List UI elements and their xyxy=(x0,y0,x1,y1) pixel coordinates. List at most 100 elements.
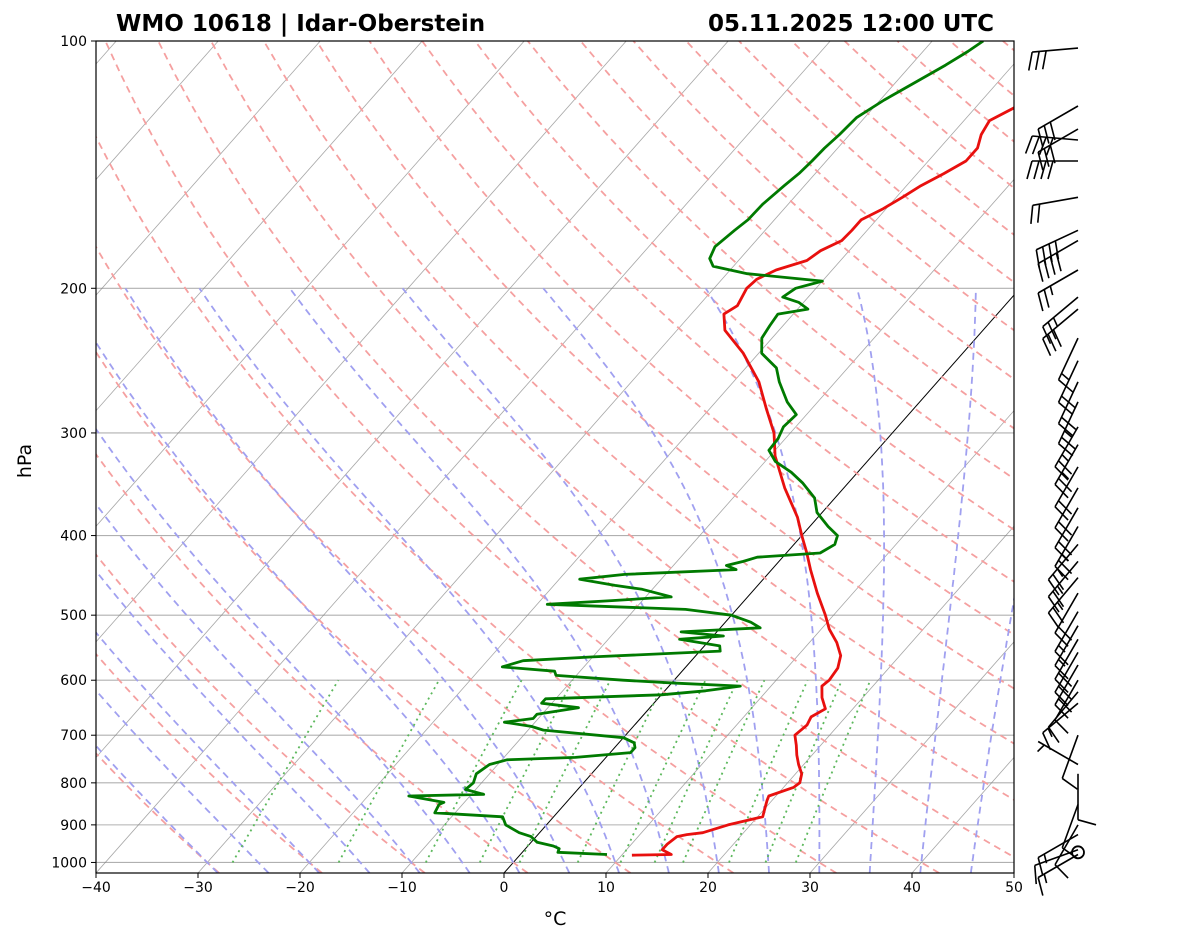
wind-barb xyxy=(1047,560,1079,613)
dry-adiabat-line xyxy=(263,41,1014,745)
dry-adiabat-line xyxy=(96,135,837,873)
dry-adiabat-line xyxy=(96,350,632,873)
wind-barb xyxy=(1037,833,1079,876)
dry-adiabat-line xyxy=(96,245,734,873)
dry-adiabat-line xyxy=(96,652,323,873)
y-tick-label: 600 xyxy=(60,673,87,689)
moist-adiabat-line xyxy=(919,288,977,873)
isotherm-line xyxy=(96,41,423,412)
y-axis-label: hPa xyxy=(14,444,36,478)
x-tick-label: −20 xyxy=(285,880,315,896)
isotherm-line xyxy=(809,641,1014,873)
wind-barb xyxy=(1054,652,1079,707)
wind-barb xyxy=(1054,638,1079,694)
wind-barb xyxy=(1061,734,1079,790)
wind-barb xyxy=(1054,611,1079,666)
wind-barb xyxy=(1054,466,1079,521)
wind-barb xyxy=(1054,487,1079,542)
wind-barb xyxy=(1026,160,1078,180)
y-tick-label: 700 xyxy=(60,728,87,744)
mixing-ratio-line xyxy=(794,679,872,863)
wind-barb xyxy=(1054,625,1079,680)
isotherm-line xyxy=(96,41,321,296)
dewpoint-profile xyxy=(407,41,984,856)
wind-barb xyxy=(1047,577,1079,629)
wind-barb xyxy=(1042,308,1079,357)
moist-adiabat-line xyxy=(704,287,821,873)
wind-barb xyxy=(1054,592,1079,647)
moist-adiabat-line xyxy=(970,594,1014,873)
x-tick-label: 50 xyxy=(1005,880,1023,896)
isotherm-line xyxy=(605,410,1014,873)
wind-barb xyxy=(1057,337,1079,393)
isotherm-line xyxy=(707,525,1014,873)
axes: −40 −30 −20 −10 0 10 20 30 40 50 1000 900 800 700 600 5… xyxy=(51,34,1023,896)
mixing-ratio-line xyxy=(728,679,809,863)
zero-isotherm-line xyxy=(503,294,1014,873)
wind-barb xyxy=(1077,773,1097,826)
wind-barb xyxy=(1042,702,1079,751)
moist-adiabat-line xyxy=(198,287,620,873)
y-tick-label: 1000 xyxy=(51,855,87,871)
y-tick-label: 200 xyxy=(60,281,87,297)
isotherm-line xyxy=(0,41,14,873)
wind-barb xyxy=(1037,269,1079,312)
dry-adiabat-line xyxy=(527,41,1014,480)
x-tick-label: 10 xyxy=(597,880,615,896)
dry-adiabat-line xyxy=(210,41,1014,801)
wind-barb xyxy=(1054,679,1079,734)
wind-barb xyxy=(1035,229,1079,269)
x-tick-label: −30 xyxy=(183,880,213,896)
moist-adiabat-line xyxy=(96,427,471,873)
wind-barb xyxy=(1054,664,1079,719)
x-tick-label: 40 xyxy=(903,880,921,896)
x-tick-label: 30 xyxy=(801,880,819,896)
mixing-ratio-line xyxy=(764,679,843,863)
x-tick-label: −40 xyxy=(81,880,111,896)
wind-barb xyxy=(1054,444,1079,499)
wind-barb xyxy=(1057,360,1079,416)
wind-barb xyxy=(1027,47,1079,71)
y-tick-label: 400 xyxy=(60,529,87,545)
plot-background xyxy=(96,41,1014,873)
wind-barbs xyxy=(1024,47,1097,896)
wind-barb xyxy=(1042,296,1079,345)
y-tick-label: 900 xyxy=(60,818,87,834)
dry-adiabat-line xyxy=(632,41,1014,381)
x-tick-label: −10 xyxy=(387,880,417,896)
dry-adiabat-line xyxy=(368,41,1014,636)
title-datetime: 05.11.2025 12:00 UTC xyxy=(708,11,994,37)
x-tick-label: 0 xyxy=(500,880,509,896)
wind-barb xyxy=(1037,128,1079,171)
wind-barb xyxy=(1037,853,1079,896)
moist-adiabat-line xyxy=(96,340,521,873)
moist-adiabat-line xyxy=(542,287,770,873)
title-station: WMO 10618 | Idar-Oberstein xyxy=(116,11,485,37)
dry-adiabat-line xyxy=(96,752,220,873)
wind-barb xyxy=(1054,426,1079,481)
mixing-ratio-line xyxy=(337,679,440,863)
moist-adiabat-line xyxy=(96,631,320,873)
y-tick-label: 500 xyxy=(60,608,87,624)
wind-barb xyxy=(1036,740,1079,766)
mixing-ratio-line xyxy=(231,679,340,863)
wind-barb xyxy=(1054,824,1079,879)
isotherm-line xyxy=(197,41,933,873)
wind-barb xyxy=(1054,507,1079,562)
dry-adiabat-line xyxy=(104,41,940,873)
y-tick-label: 100 xyxy=(60,34,87,50)
wind-barb xyxy=(1037,105,1079,148)
dry-adiabat-line xyxy=(157,41,1014,859)
moist-adiabat-line xyxy=(289,287,670,873)
moist-adiabat-line xyxy=(401,287,720,873)
plot-frame xyxy=(95,40,1015,874)
x-axis-label: °C xyxy=(544,908,567,930)
dry-adiabat-line xyxy=(421,41,1014,583)
moist-adiabat-line xyxy=(124,287,571,873)
wind-barb xyxy=(1047,691,1079,743)
isotherm-line xyxy=(96,41,729,759)
wind-barb xyxy=(1033,848,1079,885)
isotherm-line xyxy=(96,41,627,643)
dry-adiabat-line xyxy=(1002,41,1014,52)
